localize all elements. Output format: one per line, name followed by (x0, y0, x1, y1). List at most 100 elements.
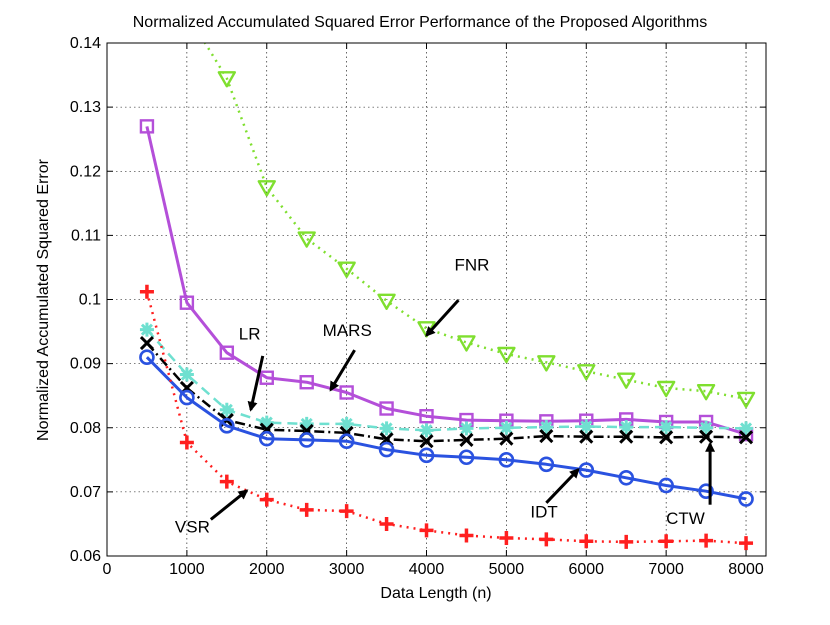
point-vsr-6500 (619, 534, 634, 549)
point-mars-4000 (419, 409, 434, 424)
point-vsr-7500 (699, 533, 714, 548)
point-lr-3000 (339, 416, 354, 431)
point-lr-3500 (379, 421, 394, 436)
series-layer (139, 43, 756, 551)
point-fnr-2000 (257, 180, 276, 197)
point-idt-3000 (338, 433, 355, 450)
point-ctw-6000 (579, 429, 594, 444)
x-axis-label: Data Length (n) (380, 585, 491, 602)
point-idt-8000 (738, 491, 754, 507)
y-tick-label-0.11: 0.11 (71, 227, 101, 244)
x-tick-label-7000: 7000 (648, 561, 684, 578)
point-fnr-6500 (617, 372, 636, 389)
annotation-lr: LR (239, 324, 265, 412)
y-axis-label: Normalized Accumulated Squared Error (35, 158, 52, 441)
point-vsr-4500 (459, 528, 474, 543)
y-tick-label-0.13: 0.13 (70, 99, 101, 116)
point-lr-4500 (459, 421, 474, 436)
annotation-arrow-vsr (209, 489, 249, 521)
annotation-label-idt: IDT (530, 503, 557, 522)
point-mars-1500 (219, 345, 235, 360)
series-idt (139, 349, 754, 507)
point-lr-500 (139, 322, 154, 337)
point-lr-7000 (659, 420, 674, 435)
point-ctw-4500 (459, 432, 474, 447)
x-tick-label-4000: 4000 (409, 561, 445, 578)
point-fnr-3500 (377, 293, 396, 310)
series-lr (139, 322, 754, 438)
y-tick-label-0.12: 0.12 (70, 163, 101, 180)
axis-ticks: 0 1000 2000 3000 4000 5000 6000 7000 8000 0.06 0.0… (70, 35, 766, 578)
y-tick-label-0.08: 0.08 (70, 420, 101, 437)
x-tick-label-6000: 6000 (568, 561, 604, 578)
point-fnr-4500 (457, 335, 476, 352)
annotation-vsr: VSR (175, 489, 249, 536)
point-ctw-7500 (699, 429, 714, 444)
point-idt-5000 (498, 452, 515, 468)
x-tick-label-8000: 8000 (728, 561, 764, 578)
series-mars (139, 119, 754, 442)
point-mars-2000 (259, 370, 274, 385)
point-vsr-5500 (539, 532, 554, 547)
point-fnr-3000 (337, 261, 356, 278)
point-idt-6500 (618, 469, 635, 486)
point-ctw-7000 (659, 430, 674, 445)
point-fnr-7000 (656, 380, 676, 398)
point-idt-5500 (538, 456, 555, 473)
annotation-arrow-fnr (425, 299, 460, 337)
point-ctw-5000 (499, 431, 514, 446)
point-idt-2500 (298, 432, 315, 448)
point-idt-4500 (458, 449, 475, 466)
x-tick-label-1000: 1000 (169, 561, 205, 578)
point-lr-1500 (219, 402, 234, 417)
point-idt-2000 (258, 430, 275, 447)
point-vsr-3000 (339, 504, 354, 519)
y-tick-label-0.06: 0.06 (70, 548, 101, 565)
x-tick-label-3000: 3000 (329, 561, 365, 578)
point-ctw-500 (139, 336, 154, 351)
point-vsr-1500 (219, 474, 234, 489)
point-idt-7000 (658, 477, 674, 494)
point-idt-6000 (578, 462, 595, 478)
point-mars-1000 (179, 295, 195, 310)
point-vsr-2500 (299, 502, 314, 517)
point-fnr-7500 (696, 383, 716, 401)
series-line-lr (145, 328, 747, 432)
annotation-ctw: CTW (666, 441, 716, 528)
point-ctw-4000 (419, 434, 434, 449)
point-vsr-1000 (179, 435, 194, 450)
point-idt-4000 (418, 447, 435, 464)
point-fnr-1500 (217, 71, 237, 88)
y-tick-label-0.14: 0.14 (70, 35, 101, 52)
point-idt-7500 (698, 483, 714, 500)
series-line-mars (145, 126, 747, 436)
chart-title: Normalized Accumulated Squared Error Per… (133, 14, 708, 31)
point-lr-2000 (259, 415, 274, 430)
point-vsr-5000 (499, 531, 514, 546)
point-vsr-6000 (579, 534, 594, 549)
point-lr-2500 (299, 416, 314, 431)
annotation-idt: IDT (530, 467, 580, 522)
point-vsr-8000 (739, 536, 754, 551)
point-lr-7500 (699, 420, 714, 435)
point-mars-3500 (379, 401, 394, 416)
annotation-arrow-idt (545, 467, 580, 504)
point-idt-1000 (179, 389, 195, 406)
point-vsr-3500 (379, 516, 394, 531)
point-vsr-4000 (419, 523, 434, 538)
point-idt-3500 (378, 441, 395, 458)
point-lr-1000 (179, 367, 194, 382)
point-lr-4000 (419, 423, 434, 438)
point-mars-3000 (339, 385, 354, 400)
series-line-idt (145, 356, 747, 501)
annotation-label-ctw: CTW (666, 509, 705, 528)
annotation-label-fnr: FNR (454, 256, 489, 275)
x-tick-label-5000: 5000 (489, 561, 525, 578)
grid (107, 42, 766, 556)
annotation-arrow-mars (329, 349, 356, 392)
point-lr-6500 (619, 420, 634, 435)
series-vsr (139, 284, 754, 551)
point-lr-6000 (579, 419, 594, 434)
point-mars-500 (139, 119, 155, 134)
